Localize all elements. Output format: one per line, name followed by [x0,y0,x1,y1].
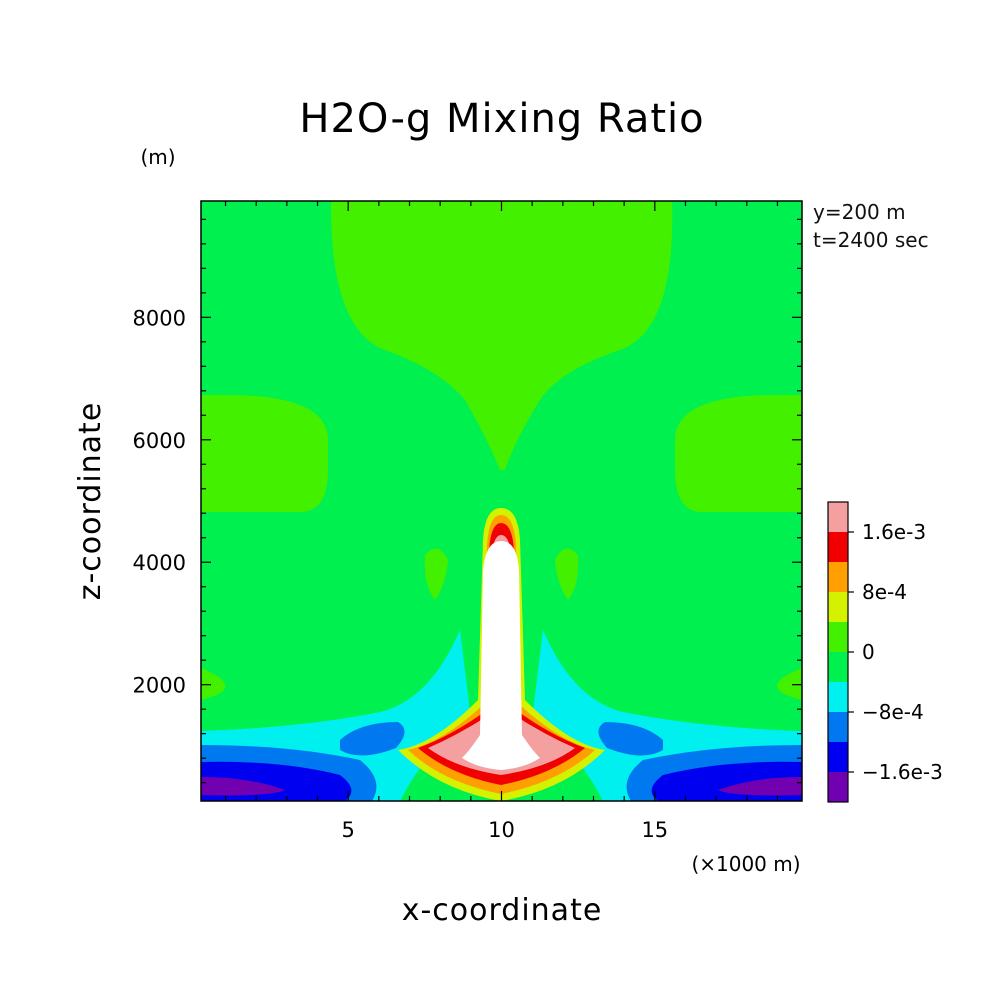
contour-level-below-neg1.6e-3 [718,777,802,796]
x-tick-label: 10 [488,818,515,842]
x-axis-unit: (×1000 m) [691,852,800,876]
colorbar-label: 8e-4 [862,580,907,604]
y-position-annotation: y=200 m [813,200,906,224]
y-tick-label: 8000 [133,306,186,330]
colorbar-swatch [828,652,848,683]
colorbar-swatch [828,562,848,593]
contour-level-below-neg1.6e-3 [201,777,285,796]
x-tick-label: 5 [341,818,354,842]
y-tick-label: 4000 [133,551,186,575]
colorbar-swatch [828,682,848,713]
colorbar-label: −1.6e-3 [862,760,943,784]
x-axis-title: x-coordinate [402,893,603,928]
contour-island-left [424,548,448,600]
contour-level-neg4e-4-to-0 [201,201,802,801]
y-tick-label: 6000 [133,429,186,453]
x-tick-label: 15 [641,818,668,842]
chart-title: H2O-g Mixing Ratio [299,96,704,142]
y-axis-unit: (m) [140,145,175,169]
colorbar-swatch [828,712,848,743]
x-axis: 5 10 15 [224,201,779,842]
contour-field [201,201,802,801]
contour-blob-left [340,722,405,756]
y-axis: 2000 4000 6000 8000 [133,218,802,784]
colorbar-swatch [828,502,848,533]
y-tick-label: 2000 [133,674,186,698]
y-axis-title: z-coordinate [73,402,108,601]
contour-blob-right [598,722,663,756]
colorbar-label: −8e-4 [862,700,924,724]
colorbar-swatch [828,772,848,803]
colorbar: 1.6e-3 8e-4 0 −8e-4 −1.6e-3 [827,501,943,803]
time-annotation: t=2400 sec [813,228,929,252]
colorbar-label: 1.6e-3 [862,520,926,544]
colorbar-swatch [828,742,848,773]
contour-plume-core [462,541,540,770]
colorbar-swatch [828,622,848,653]
contour-island-right [555,548,579,600]
colorbar-swatch [828,592,848,623]
colorbar-swatch [828,532,848,563]
colorbar-label: 0 [862,640,875,664]
